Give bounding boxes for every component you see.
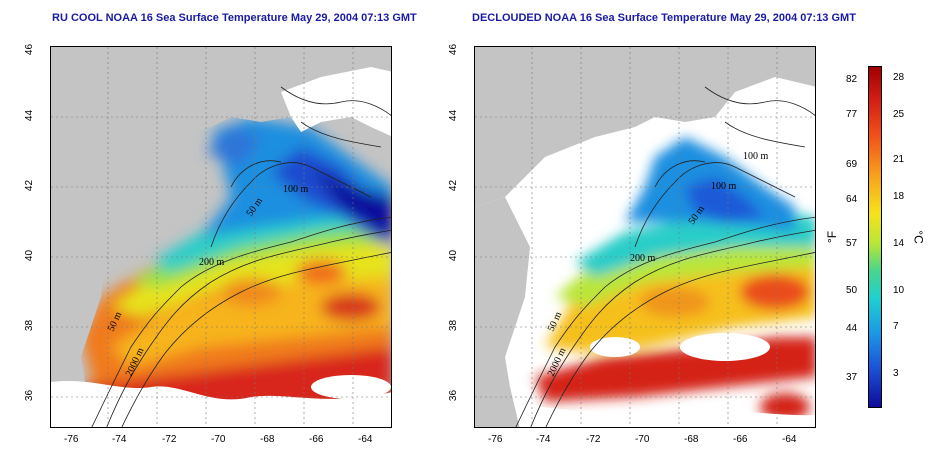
c-tick: 14 bbox=[893, 238, 905, 249]
y-tick: 42 bbox=[24, 179, 36, 192]
celsius-unit-label: °C bbox=[911, 230, 926, 244]
y-tick: 36 bbox=[24, 389, 36, 402]
x-tick: -74 bbox=[536, 434, 551, 445]
contour-label-200m: 200 m bbox=[199, 257, 225, 268]
fahrenheit-unit-label: °F bbox=[825, 230, 840, 244]
y-tick: 44 bbox=[24, 109, 36, 122]
y-tick: 38 bbox=[448, 319, 460, 332]
raw-sst-map-svg: 100 m 50 m 200 m 50 m 2000 m bbox=[51, 47, 391, 427]
x-tick: -64 bbox=[358, 434, 373, 445]
x-tick: -74 bbox=[112, 434, 127, 445]
f-tick: 69 bbox=[846, 159, 858, 170]
c-tick: 10 bbox=[893, 285, 905, 296]
c-tick: 7 bbox=[893, 321, 899, 332]
declouded-sst-map: 100 m 100 m 50 m 200 m 50 m 2000 m bbox=[474, 46, 816, 428]
y-tick: 36 bbox=[448, 389, 460, 402]
x-tick: -70 bbox=[211, 434, 226, 445]
f-tick: 57 bbox=[846, 238, 858, 249]
raw-sst-map: 100 m 50 m 200 m 50 m 2000 m bbox=[50, 46, 392, 428]
x-tick: -66 bbox=[733, 434, 748, 445]
contour-label-100m-north: 100 m bbox=[743, 151, 769, 162]
x-tick: -76 bbox=[488, 434, 503, 445]
x-tick: -68 bbox=[684, 434, 699, 445]
bathymetry-contours bbox=[91, 86, 391, 427]
x-tick: -72 bbox=[586, 434, 601, 445]
y-tick: 42 bbox=[448, 179, 460, 192]
f-tick: 50 bbox=[846, 285, 858, 296]
c-tick: 21 bbox=[893, 154, 905, 165]
y-tick: 44 bbox=[448, 109, 460, 122]
declouded-sst-map-svg: 100 m 100 m 50 m 200 m 50 m 2000 m bbox=[475, 47, 815, 427]
c-tick: 3 bbox=[893, 368, 899, 379]
c-tick: 25 bbox=[893, 109, 905, 120]
left-map-title: RU COOL NOAA 16 Sea Surface Temperature … bbox=[52, 12, 417, 24]
y-tick: 40 bbox=[448, 249, 460, 262]
contour-label-100m: 100 m bbox=[283, 184, 309, 195]
y-tick: 38 bbox=[24, 319, 36, 332]
y-tick: 40 bbox=[24, 249, 36, 262]
x-tick: -76 bbox=[64, 434, 79, 445]
f-tick: 44 bbox=[846, 323, 858, 334]
right-map-title: DECLOUDED NOAA 16 Sea Surface Temperatur… bbox=[472, 12, 856, 24]
graticule bbox=[51, 47, 391, 427]
contour-label-200m: 200 m bbox=[630, 253, 656, 264]
cloud-mask bbox=[51, 67, 391, 427]
f-tick: 77 bbox=[846, 109, 858, 120]
x-tick: -72 bbox=[162, 434, 177, 445]
x-tick: -70 bbox=[635, 434, 650, 445]
contour-label-100m: 100 m bbox=[711, 181, 737, 192]
x-tick: -64 bbox=[782, 434, 797, 445]
f-tick: 37 bbox=[846, 372, 858, 383]
y-tick: 46 bbox=[24, 43, 36, 56]
x-tick: -68 bbox=[260, 434, 275, 445]
c-tick: 18 bbox=[893, 191, 905, 202]
bathymetry-contours bbox=[515, 86, 815, 427]
f-tick: 82 bbox=[846, 74, 858, 85]
x-tick: -66 bbox=[309, 434, 324, 445]
cloud-gaps bbox=[475, 67, 815, 427]
graticule bbox=[475, 47, 815, 427]
y-tick: 46 bbox=[448, 43, 460, 56]
mid-atlantic-land bbox=[475, 197, 530, 427]
mid-atlantic-land bbox=[51, 197, 106, 427]
c-tick: 28 bbox=[893, 72, 905, 83]
new-england-land bbox=[475, 47, 815, 207]
f-tick: 64 bbox=[846, 194, 858, 205]
temperature-colorbar bbox=[868, 66, 882, 408]
